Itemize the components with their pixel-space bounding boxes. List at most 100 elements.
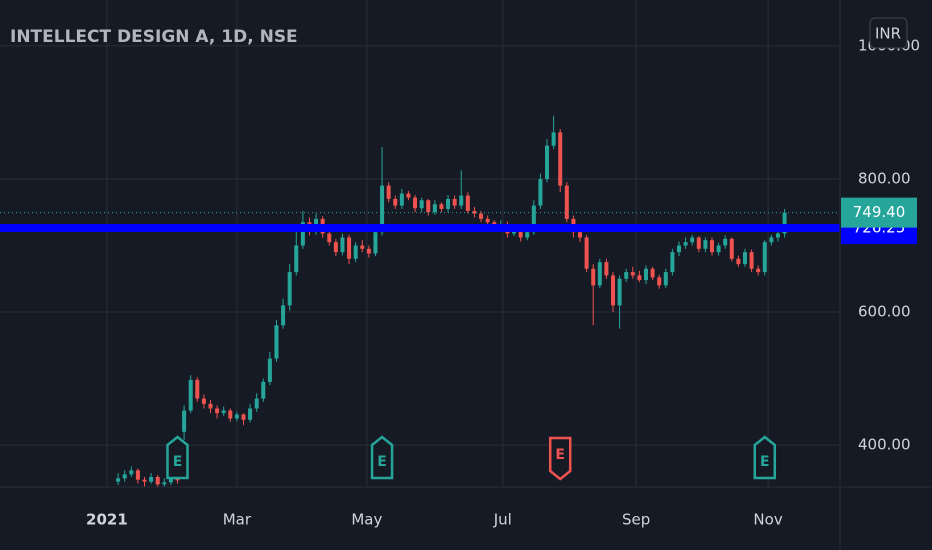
candle-body (327, 233, 332, 243)
candle-body (657, 277, 662, 286)
candle-body (129, 470, 134, 475)
candle-body (419, 200, 424, 209)
candle-body (333, 242, 338, 253)
earnings-label: E (760, 454, 770, 470)
candle-body (742, 252, 747, 265)
candle-body (611, 275, 616, 306)
candle-body (578, 232, 583, 238)
earnings-marker (370, 435, 394, 480)
candle-body (769, 237, 774, 243)
x-tick-label: Nov (753, 511, 782, 529)
candle-body (624, 272, 629, 279)
candle-body (663, 272, 668, 286)
earnings-marker (166, 435, 189, 480)
candle-body (393, 198, 398, 206)
candle-body (215, 408, 220, 414)
currency-button[interactable] (869, 17, 908, 49)
candle-body (122, 474, 127, 479)
candle-body (142, 479, 147, 482)
x-tick-label: Sep (622, 511, 650, 529)
candle-body (347, 237, 352, 259)
candle-body (551, 132, 556, 146)
candle-body (584, 237, 589, 269)
candle-body (558, 132, 563, 186)
candle-body (281, 305, 286, 326)
candle-body (201, 398, 206, 404)
x-tick-label: Mar (223, 511, 252, 529)
candle-body (300, 222, 305, 246)
candle-body (399, 193, 404, 206)
x-tick-label: Jul (493, 511, 512, 529)
candle-body (716, 245, 721, 253)
y-tick-label: 800.00 (858, 169, 911, 187)
candle-body (234, 414, 239, 419)
candle-body (241, 414, 246, 420)
candle-body (340, 237, 345, 253)
candle-body (472, 210, 477, 214)
x-tick-label: 2021 (86, 511, 128, 529)
candle-body (736, 258, 741, 265)
candle-body (617, 278, 622, 306)
candle-body (709, 240, 714, 253)
candle-body (630, 272, 635, 276)
candle-body (135, 470, 140, 480)
candle-body (703, 240, 708, 249)
candle-body (676, 245, 681, 253)
earnings-label: E (173, 454, 183, 470)
candle-body (782, 212, 787, 234)
candle-body (426, 200, 431, 213)
candle-body (228, 410, 233, 419)
currency-label[interactable]: INR (875, 25, 901, 43)
candle-body (221, 410, 226, 414)
candle-body (696, 237, 701, 249)
earnings-marker (548, 436, 572, 481)
candle-body (545, 145, 550, 179)
grid (0, 0, 840, 487)
candle-body (208, 403, 213, 409)
candle-body (254, 398, 259, 409)
candle-body (406, 193, 411, 198)
candle-body (756, 268, 761, 273)
candle-body (749, 252, 754, 269)
candle-body (762, 242, 767, 273)
candle-body (432, 204, 437, 213)
candle-body (261, 381, 266, 399)
candle-body (287, 272, 292, 306)
axes: 400.00600.00800.001000.002021MarMayJulSe… (86, 36, 920, 528)
candle-body (195, 379, 200, 399)
earnings-label: E (377, 454, 387, 470)
candle-body (149, 477, 154, 482)
candle-body (353, 245, 358, 259)
candle-body (459, 195, 464, 206)
candle-body (604, 262, 609, 276)
earnings-marker (753, 435, 777, 480)
candle-body (446, 198, 451, 209)
candle-body (597, 262, 602, 286)
y-tick-label: 400.00 (858, 436, 911, 454)
candle-body (267, 358, 272, 382)
candle-body (591, 268, 596, 286)
candle-body (360, 245, 365, 249)
candle-body (650, 268, 655, 278)
candle-body (413, 197, 418, 209)
candle-body (564, 185, 569, 219)
candle-body (182, 410, 187, 432)
y-tick-label: 600.00 (858, 303, 911, 321)
candle-body (690, 237, 695, 243)
candle-body (644, 268, 649, 281)
candle-body (683, 242, 688, 246)
candle-body (485, 218, 490, 223)
candle-body (274, 325, 279, 359)
candle-body (294, 245, 299, 273)
candle-body (366, 248, 371, 254)
candle-body (248, 408, 253, 420)
candle-body (116, 478, 121, 482)
chart-title: INTELLECT DESIGN A, 1D, NSE (10, 27, 298, 47)
candle-body (439, 204, 444, 209)
candle-body (175, 478, 180, 481)
candle-body (380, 185, 385, 233)
candle-body (155, 477, 160, 485)
candle-body (531, 205, 536, 233)
